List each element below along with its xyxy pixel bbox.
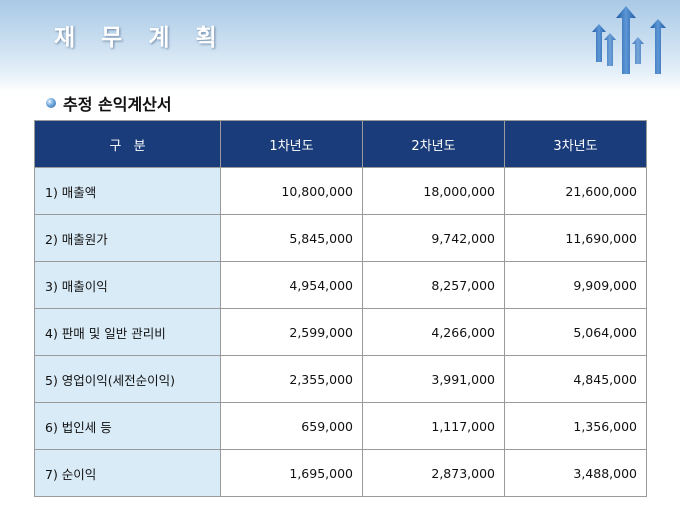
bullet-dot-icon <box>46 98 56 108</box>
slide-title: 재 무 계 획 <box>54 25 226 51</box>
title-band <box>0 0 680 92</box>
section-heading: 추정 손익계산서 <box>46 92 172 114</box>
value-year-1: 4,954,000 <box>220 261 363 309</box>
table-header-row: 구 분 1차년도 2차년도 3차년도 <box>34 120 647 168</box>
value-year-3: 9,909,000 <box>504 261 647 309</box>
value-year-2: 1,117,000 <box>362 402 505 450</box>
value-year-3: 11,690,000 <box>504 214 647 262</box>
row-label: 2) 매출원가 <box>34 214 221 262</box>
row-label: 7) 순이익 <box>34 449 221 497</box>
table-row: 6) 법인세 등 659,000 1,117,000 1,356,000 <box>34 402 647 450</box>
table-row: 1) 매출액 10,800,000 18,000,000 21,600,000 <box>34 167 647 215</box>
value-year-1: 659,000 <box>220 402 363 450</box>
value-year-2: 2,873,000 <box>362 449 505 497</box>
value-year-2: 3,991,000 <box>362 355 505 403</box>
value-year-1: 10,800,000 <box>220 167 363 215</box>
row-label: 6) 법인세 등 <box>34 402 221 450</box>
value-year-3: 21,600,000 <box>504 167 647 215</box>
value-year-2: 9,742,000 <box>362 214 505 262</box>
income-statement-table: 구 분 1차년도 2차년도 3차년도 1) 매출액 10,800,000 18,… <box>34 120 647 497</box>
table-row: 7) 순이익 1,695,000 2,873,000 3,488,000 <box>34 449 647 497</box>
header-category: 구 분 <box>34 120 221 168</box>
value-year-2: 8,257,000 <box>362 261 505 309</box>
value-year-2: 4,266,000 <box>362 308 505 356</box>
value-year-3: 1,356,000 <box>504 402 647 450</box>
header-year-2: 2차년도 <box>362 120 505 168</box>
header-year-1: 1차년도 <box>220 120 363 168</box>
table-row: 3) 매출이익 4,954,000 8,257,000 9,909,000 <box>34 261 647 309</box>
value-year-2: 18,000,000 <box>362 167 505 215</box>
table-row: 2) 매출원가 5,845,000 9,742,000 11,690,000 <box>34 214 647 262</box>
value-year-1: 2,355,000 <box>220 355 363 403</box>
value-year-3: 5,064,000 <box>504 308 647 356</box>
value-year-1: 1,695,000 <box>220 449 363 497</box>
table-row: 5) 영업이익(세전순이익) 2,355,000 3,991,000 4,845… <box>34 355 647 403</box>
row-label: 3) 매출이익 <box>34 261 221 309</box>
header-year-3: 3차년도 <box>504 120 647 168</box>
row-label: 1) 매출액 <box>34 167 221 215</box>
row-label: 5) 영업이익(세전순이익) <box>34 355 221 403</box>
value-year-3: 3,488,000 <box>504 449 647 497</box>
rising-arrows-icon <box>592 6 666 74</box>
section-title: 추정 손익계산서 <box>63 95 172 114</box>
value-year-1: 5,845,000 <box>220 214 363 262</box>
value-year-3: 4,845,000 <box>504 355 647 403</box>
row-label: 4) 판매 및 일반 관리비 <box>34 308 221 356</box>
value-year-1: 2,599,000 <box>220 308 363 356</box>
table-row: 4) 판매 및 일반 관리비 2,599,000 4,266,000 5,064… <box>34 308 647 356</box>
